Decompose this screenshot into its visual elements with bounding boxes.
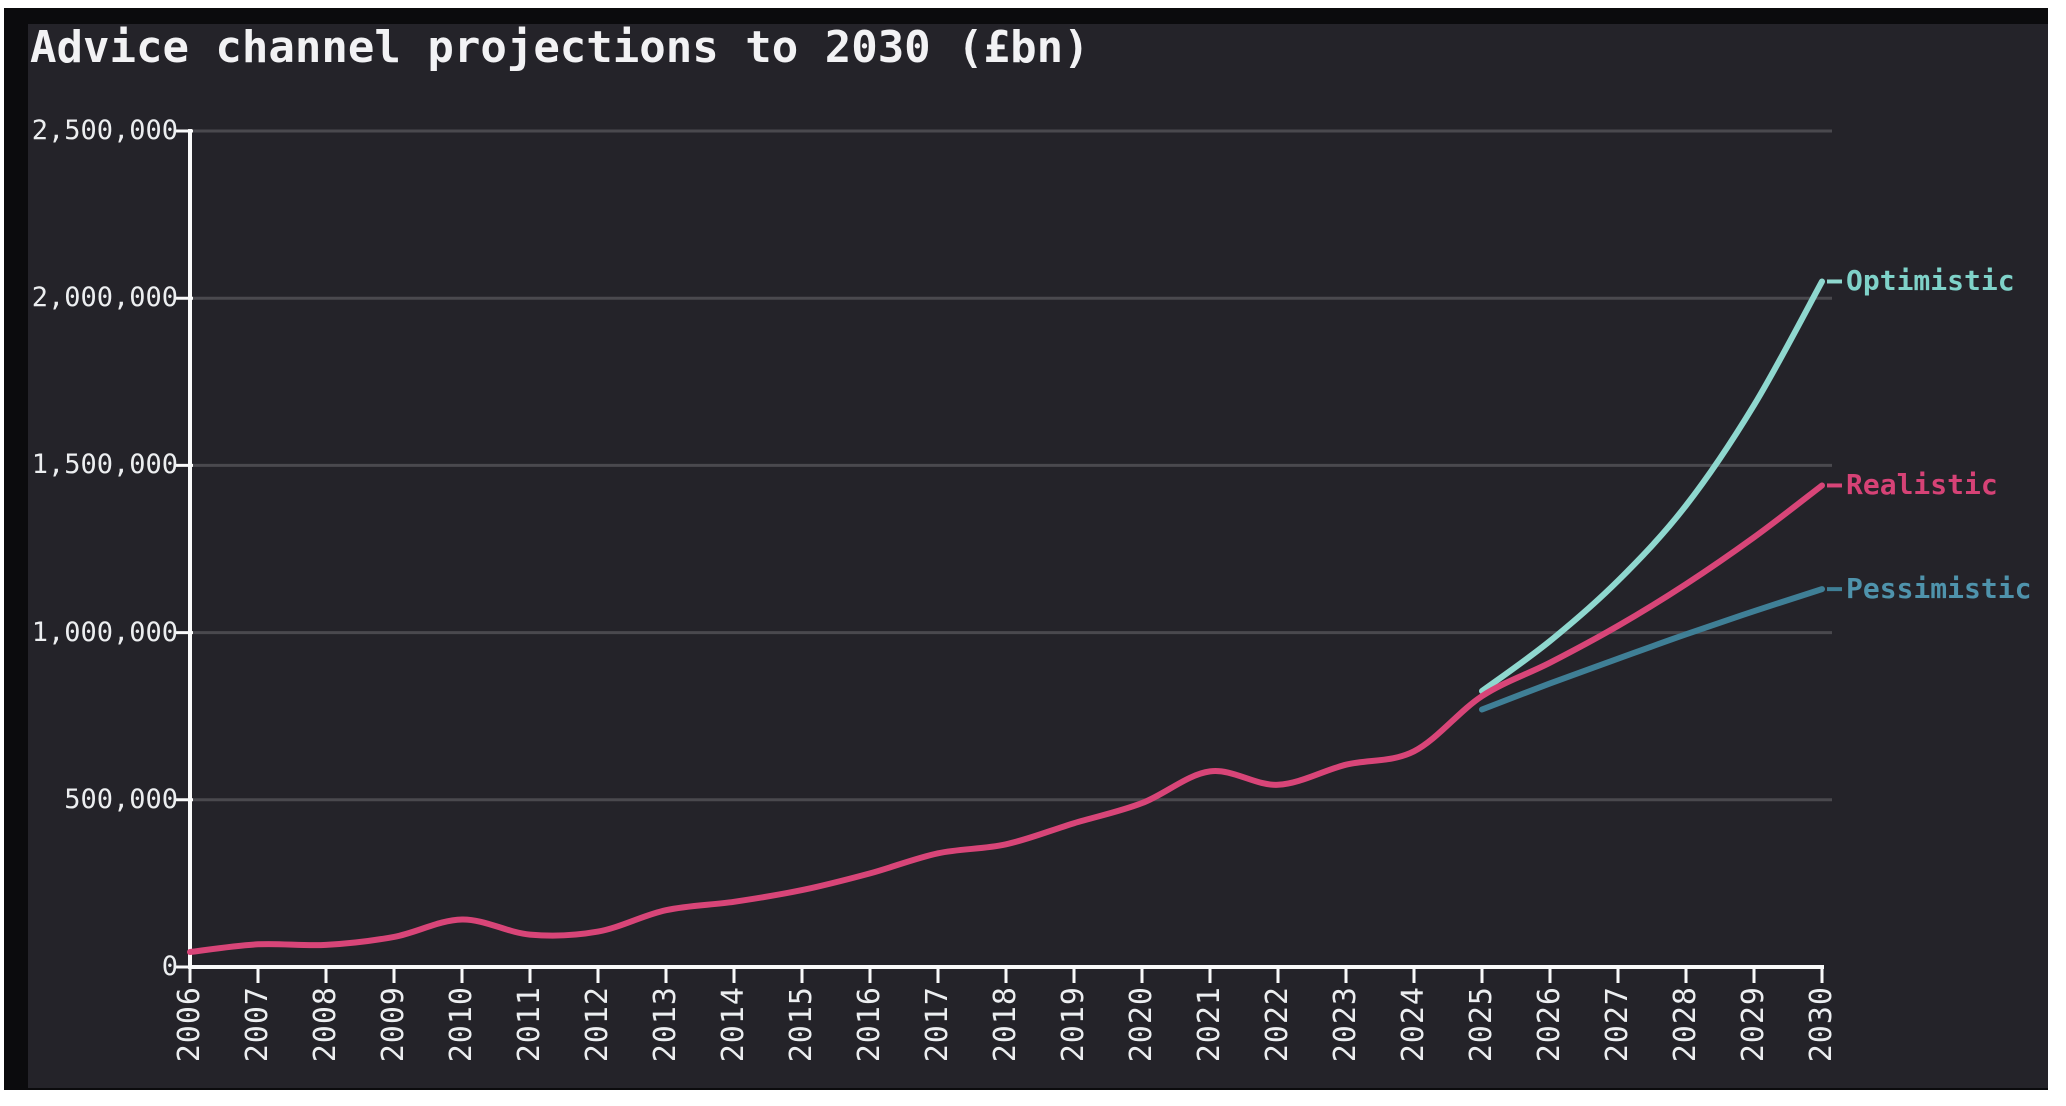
x-tick-label: 2025: [1464, 986, 1499, 1063]
x-tick-label: 2028: [1668, 986, 1703, 1063]
x-tick-label: 2027: [1600, 986, 1635, 1063]
chart-panel: [28, 24, 2048, 1088]
x-tick-label: 2022: [1260, 986, 1295, 1063]
x-tick-label: 2009: [376, 986, 411, 1063]
x-tick-label: 2016: [852, 986, 887, 1063]
x-tick-label: 2011: [512, 986, 547, 1063]
series-end-label-realistic: Realistic: [1846, 468, 1998, 502]
x-tick-label: 2020: [1124, 986, 1159, 1063]
x-tick-label: 2013: [648, 986, 683, 1063]
x-tick-label: 2006: [172, 986, 207, 1063]
series-line-pessimistic: [1479, 586, 1825, 713]
series-end-label-optimistic: Optimistic: [1846, 264, 2015, 298]
y-tick-label: 0: [161, 951, 178, 982]
x-tick-label: 2021: [1192, 986, 1227, 1063]
x-tick-label: 2029: [1736, 986, 1771, 1063]
x-tick-label: 2019: [1056, 986, 1091, 1063]
x-tick-label: 2010: [444, 986, 479, 1063]
series-end-label-pessimistic: Pessimistic: [1846, 572, 2032, 606]
series-line-realistic: [187, 482, 1825, 955]
y-tick-label: 1,500,000: [31, 449, 178, 481]
x-tick-label: 2014: [716, 986, 751, 1063]
chart-frame: [4, 8, 2048, 1090]
x-tick-label: 2008: [308, 986, 343, 1063]
x-tick-label: 2015: [784, 986, 819, 1063]
y-tick-label: 1,000,000: [31, 616, 178, 648]
y-tick-label: 500,000: [64, 783, 178, 815]
x-tick-label: 2024: [1396, 986, 1431, 1063]
series-line-optimistic: [1479, 278, 1825, 695]
x-tick-label: 2023: [1328, 986, 1363, 1063]
x-tick-label: 2018: [988, 986, 1023, 1063]
x-tick-label: 2017: [920, 986, 955, 1063]
chart-title: Advice channel projections to 2030 (£bn): [30, 22, 1090, 73]
y-tick-label: 2,000,000: [31, 282, 178, 314]
x-tick-label: 2026: [1532, 986, 1567, 1063]
y-tick-label: 2,500,000: [31, 115, 178, 146]
x-tick-label: 2007: [240, 986, 275, 1063]
x-tick-label: 2012: [580, 986, 615, 1063]
x-tick-label: 2030: [1804, 986, 1839, 1063]
